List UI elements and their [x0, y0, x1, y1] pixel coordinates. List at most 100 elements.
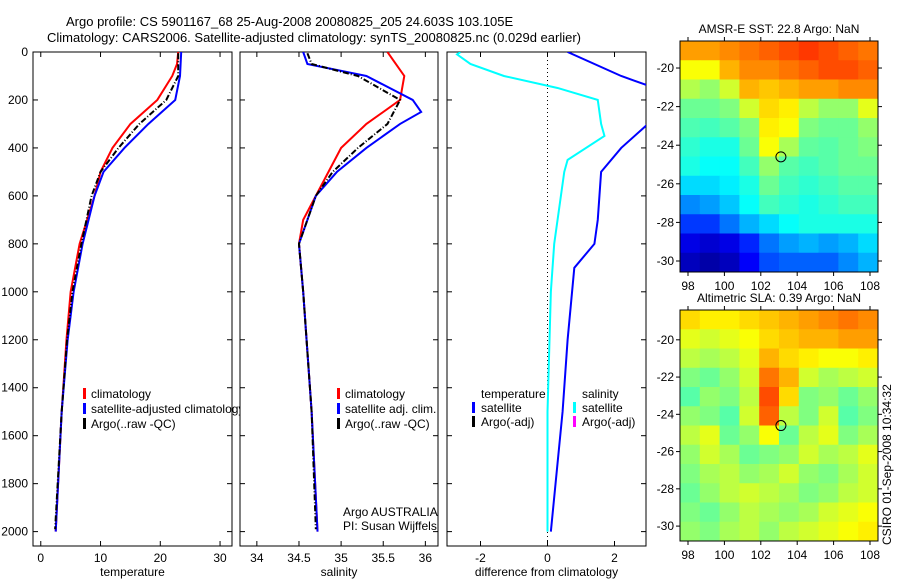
heatmap-cell	[699, 175, 721, 196]
series-group	[297, 52, 423, 532]
x-tick-label: 0	[544, 551, 551, 565]
heatmap-cell	[798, 118, 820, 138]
heatmap-cell	[858, 98, 879, 119]
heatmap-cell	[719, 137, 740, 157]
heatmap-cell	[858, 329, 879, 349]
heatmap-cell	[680, 483, 701, 503]
heatmap-cell	[818, 137, 839, 157]
heatmap-cell	[858, 60, 879, 80]
legend-label: satellite-adjusted climatology	[91, 402, 244, 416]
y-tick-label: -26	[657, 177, 675, 191]
x-tick-label: 102	[751, 548, 771, 562]
heatmap-cell	[699, 98, 721, 119]
heatmap-cell	[798, 137, 820, 157]
series-satellite-adjusted-climatology	[54, 52, 183, 532]
heatmap-cell	[798, 329, 820, 349]
heatmap-cell	[798, 195, 820, 215]
x-tick-label: 0	[37, 551, 44, 565]
heatmap-cell	[779, 310, 800, 330]
axes-frame	[32, 51, 233, 547]
heatmap-cell	[798, 521, 820, 542]
x-tick-label: 98	[681, 279, 695, 293]
heatmap-cell	[680, 195, 701, 215]
map-sla_map: Altimetric SLA: 0.39 Argo: NaN 98 100 102 10…	[657, 291, 882, 562]
legend-label: Argo(..raw -QC)	[91, 417, 176, 431]
heatmap-cell	[838, 329, 859, 349]
heatmap-cell	[680, 444, 701, 465]
x-tick-label: 35	[334, 551, 348, 565]
axes-frame	[239, 51, 439, 547]
map-frame	[679, 40, 879, 273]
heatmap-cell	[858, 464, 879, 484]
heatmap-cell	[779, 521, 800, 542]
y-tick-label: 0	[21, 45, 28, 59]
heatmap-cell	[739, 521, 760, 542]
y-tick-label: -20	[657, 333, 675, 347]
heatmap-cell	[858, 521, 879, 542]
heatmap-cell	[699, 156, 721, 177]
heatmap-cell	[779, 79, 800, 100]
heatmap-cell	[699, 118, 721, 138]
y-tick-label: 1400	[1, 381, 28, 395]
heatmap-cell	[818, 233, 839, 254]
heatmap-cell	[739, 118, 760, 138]
heatmap-cell	[699, 214, 721, 234]
series-satellite-adj-clim-	[297, 52, 423, 532]
y-tick-label: -26	[657, 445, 675, 459]
heatmap-cell	[759, 233, 780, 254]
heatmap-cell	[838, 521, 859, 542]
heatmap-cell	[779, 329, 800, 349]
x-tick-label: 30	[213, 551, 227, 565]
heatmap-cell	[699, 310, 721, 330]
heatmap-cell	[838, 137, 859, 157]
y-tick-label: -30	[657, 519, 675, 533]
heatmap-cell	[719, 60, 740, 80]
heatmap-cell	[680, 79, 701, 100]
legend-label: climatology	[91, 387, 151, 401]
heatmap-cell	[739, 425, 760, 446]
y-tick-label: -28	[657, 482, 675, 496]
legend-swatch	[472, 402, 475, 413]
heatmap-cell	[838, 444, 859, 465]
heatmap-cell	[858, 310, 879, 330]
y-tick-label: 800	[8, 237, 28, 251]
heatmap-cell	[739, 60, 760, 80]
heatmap-cell	[739, 175, 760, 196]
heatmap-cell	[779, 98, 800, 119]
heatmap-cell	[779, 118, 800, 138]
heatmap-cell	[818, 98, 839, 119]
heatmap-cell	[798, 425, 820, 446]
heatmap-cell	[838, 464, 859, 484]
x-axis-label: temperature	[100, 565, 165, 579]
y-tick-label: -20	[657, 61, 675, 75]
heatmap-cell	[838, 175, 859, 196]
x-axis-label: difference from climatology	[475, 565, 618, 579]
heatmap-cell	[680, 310, 701, 330]
heatmap-cell	[818, 41, 839, 61]
heatmap-cell	[680, 387, 701, 407]
heatmap-cell	[798, 175, 820, 196]
heatmap-cell	[858, 444, 879, 465]
heatmap-cell	[739, 98, 760, 119]
heatmap-cell	[798, 444, 820, 465]
heatmap-cell	[719, 252, 740, 273]
heatmap-cell	[798, 310, 820, 330]
heatmap-cell	[759, 521, 780, 542]
heatmap-cell	[858, 175, 879, 196]
heatmap-cell	[739, 464, 760, 484]
heatmap-cell	[818, 118, 839, 138]
y-tick-label: 2000	[1, 525, 28, 539]
heatmap-cell	[858, 367, 879, 388]
heatmap-cell	[719, 329, 740, 349]
heatmap-cell	[719, 444, 740, 465]
y-tick-label: 1600	[1, 429, 28, 443]
heatmap-cell	[838, 367, 859, 388]
heatmap-cell	[798, 156, 820, 177]
x-tick-label: 34	[250, 551, 264, 565]
heatmap-cell	[699, 483, 721, 503]
heatmap-cell	[699, 252, 721, 273]
heatmap-cell	[798, 483, 820, 503]
legend-swatch	[472, 416, 475, 427]
y-tick-label: -24	[657, 407, 675, 421]
